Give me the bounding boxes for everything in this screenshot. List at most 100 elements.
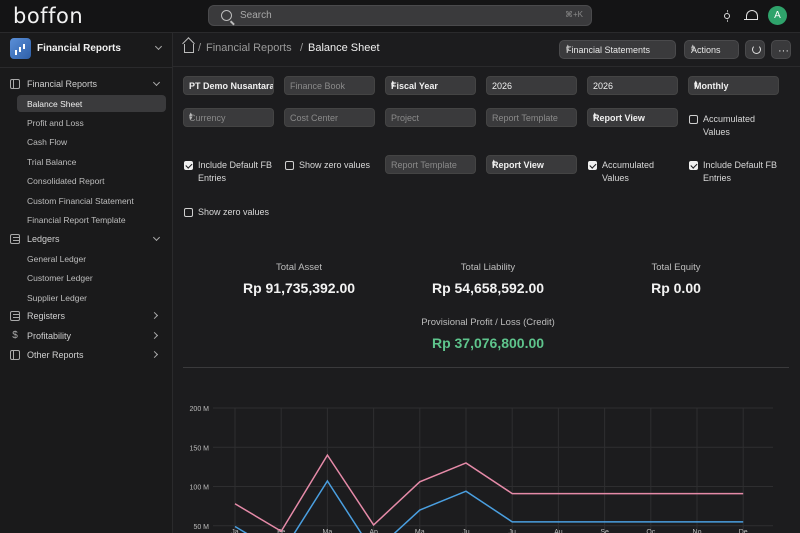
theme-toggle-sun-icon[interactable]	[721, 10, 733, 22]
x-tick-label: Ap	[369, 529, 378, 533]
updown-chevron-icon: ▴ ▾	[691, 43, 695, 54]
liability-series-line	[234, 479, 744, 533]
total-asset-value: Rp 91,735,392.00	[242, 280, 356, 296]
sidebar-section-label: Registers	[27, 311, 66, 321]
chevron-down-icon	[152, 78, 161, 87]
chevron-right-icon	[150, 311, 159, 320]
report-view-select-2[interactable]: Report View ▴ ▾	[486, 155, 577, 174]
financial-reports-workspace-icon	[10, 38, 31, 59]
sidebar-item-label: Profit and Loss	[27, 118, 84, 128]
sidebar-section-label: Ledgers	[27, 234, 60, 244]
actions-label: Actions	[691, 45, 721, 55]
asset-series-line	[234, 453, 744, 533]
x-tick-label: No	[693, 529, 702, 533]
x-tick-label: Ma	[415, 529, 425, 533]
sidebar-section-label: Financial Reports	[27, 79, 98, 89]
sidebar-section-financial-reports[interactable]: Financial Reports	[7, 76, 167, 92]
sidebar-item-label: General Ledger	[27, 254, 87, 264]
include-default-fb-label: Include Default FB Entries	[198, 160, 273, 183]
project-field[interactable]: Project	[385, 108, 476, 127]
workspace-switcher[interactable]: Financial Reports	[10, 38, 165, 60]
updown-chevron-icon: ▴ ▾	[593, 111, 597, 122]
include-default-fb-checkbox-2[interactable]	[689, 161, 698, 170]
sidebar-item-customer-ledger[interactable]: Customer Ledger	[17, 269, 166, 286]
workspace-label: Financial Reports	[37, 43, 121, 54]
home-icon[interactable]	[184, 44, 194, 53]
sidebar-item-label: Trial Balance	[27, 157, 77, 167]
sidebar-section-other-reports[interactable]: Other Reports	[7, 347, 167, 363]
include-default-fb-checkbox[interactable]	[184, 161, 193, 170]
report-view-select[interactable]: Report View ▴ ▾	[587, 108, 678, 127]
user-avatar[interactable]: A	[768, 6, 787, 25]
company-field[interactable]: PT Demo Nusantara	[183, 76, 274, 95]
sidebar-item-consolidated-report[interactable]: Consolidated Report	[17, 172, 166, 189]
refresh-icon	[752, 45, 761, 54]
more-options-button[interactable]: ···	[771, 40, 791, 59]
x-tick-label: Ju	[462, 529, 470, 533]
sidebar-item-balance-sheet[interactable]: Balance Sheet	[17, 95, 166, 112]
sidebar-item-label: Financial Report Template	[27, 215, 126, 225]
accumulated-values-checkbox[interactable]	[689, 115, 698, 124]
refresh-button[interactable]	[745, 40, 765, 59]
sidebar-item-custom-financial-statement[interactable]: Custom Financial Statement	[17, 192, 166, 209]
search-shortcut: ⌘+K	[564, 10, 583, 19]
updown-chevron-icon: ▴ ▾	[566, 43, 570, 54]
cost-center-field[interactable]: Cost Center	[284, 108, 375, 127]
x-tick-label: Ju	[508, 529, 516, 533]
dollar-icon: $	[12, 330, 18, 341]
from-fiscal-year-field[interactable]: 2026	[486, 76, 577, 95]
breadcrumb-financial-reports[interactable]: Financial Reports	[206, 42, 292, 54]
x-tick-label: De	[739, 529, 748, 533]
y-tick-label: 150 M	[190, 445, 210, 452]
y-tick-label: 50 M	[193, 524, 209, 531]
sidebar-section-registers[interactable]: Registers	[7, 308, 167, 324]
breadcrumb-separator: /	[300, 42, 304, 54]
actions-dropdown[interactable]: Actions ▴ ▾	[684, 40, 739, 59]
sidebar-section-ledgers[interactable]: Ledgers	[7, 231, 167, 247]
sidebar-item-label: Consolidated Report	[27, 176, 105, 186]
page-title: Balance Sheet	[308, 42, 380, 54]
report-icon	[10, 350, 20, 360]
updown-chevron-icon: ▴ ▾	[492, 158, 496, 169]
chevron-down-icon	[154, 42, 163, 51]
x-tick-label: Au	[554, 529, 563, 533]
search-bar[interactable]: ⌘+K	[208, 5, 592, 26]
total-equity-label: Total Equity	[651, 262, 701, 273]
sidebar-item-label: Supplier Ledger	[27, 293, 88, 303]
sidebar-item-cash-flow[interactable]: Cash Flow	[17, 133, 166, 150]
period-type-select[interactable]: Fiscal Year ▴ ▾	[385, 76, 476, 95]
notification-bell-icon[interactable]	[744, 9, 758, 23]
finance-book-field[interactable]: Finance Book	[284, 76, 375, 95]
sidebar-section-profitability[interactable]: $ Profitability	[7, 328, 167, 344]
financial-statements-dropdown[interactable]: Financial Statements ▴ ▾	[559, 40, 676, 59]
periodicity-select[interactable]: Monthly ▴ ▾	[688, 76, 779, 95]
report-template-field[interactable]: Report Template	[486, 108, 577, 127]
accumulated-values-label-2: Accumulated Values	[602, 160, 655, 183]
include-default-fb-label-2: Include Default FB Entries	[703, 160, 778, 183]
sidebar-item-general-ledger[interactable]: General Ledger	[17, 250, 166, 267]
breadcrumb-separator: /	[198, 42, 202, 54]
app-logo[interactable]: boffon	[13, 4, 84, 28]
to-fiscal-year-field[interactable]: 2026	[587, 76, 678, 95]
accumulated-values-checkbox-2[interactable]	[588, 161, 597, 170]
chevron-right-icon	[150, 331, 159, 340]
ledger-icon	[10, 234, 20, 244]
sidebar-item-label: Cash Flow	[27, 137, 68, 147]
balance-summary: Total Asset Rp 91,735,392.00 Total Liabi…	[183, 243, 789, 368]
total-liability-value: Rp 54,658,592.00	[431, 280, 545, 296]
sidebar-item-trial-balance[interactable]: Trial Balance	[17, 153, 166, 170]
show-zero-values-label: Show zero values	[299, 160, 371, 170]
x-tick-label: Ma	[323, 529, 333, 533]
show-zero-values-checkbox[interactable]	[285, 161, 294, 170]
currency-select[interactable]: Currency ▴ ▾	[183, 108, 274, 127]
report-template-field-2[interactable]: Report Template	[385, 155, 476, 174]
sidebar-item-profit-and-loss[interactable]: Profit and Loss	[17, 114, 166, 131]
more-dots-icon: ···	[778, 45, 789, 57]
top-navbar: boffon ⌘+K A	[0, 0, 800, 33]
show-zero-values-checkbox-2[interactable]	[184, 208, 193, 217]
updown-chevron-icon: ▴ ▾	[694, 79, 698, 90]
sidebar-item-supplier-ledger[interactable]: Supplier Ledger	[17, 289, 166, 306]
sidebar-item-financial-report-template[interactable]: Financial Report Template	[17, 211, 166, 228]
search-input[interactable]	[240, 8, 540, 23]
